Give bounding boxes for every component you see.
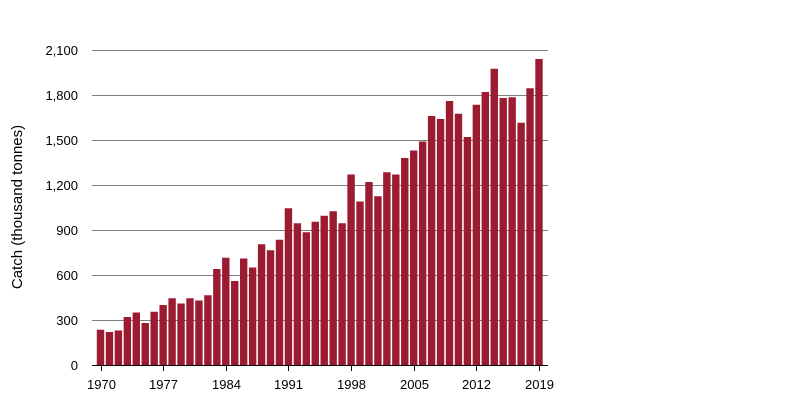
bar-1977 xyxy=(159,305,167,365)
bar-1971 xyxy=(105,332,114,365)
bar-1973 xyxy=(123,317,132,365)
bar-2015 xyxy=(499,98,507,365)
x-tick-label: 2012 xyxy=(462,377,491,392)
bar-1987 xyxy=(248,267,257,365)
y-axis-title: Catch (thousand tonnes) xyxy=(9,125,26,289)
bar-1993 xyxy=(302,232,311,365)
y-tick-label: 0 xyxy=(71,358,78,373)
x-tick-label: 1970 xyxy=(87,377,116,392)
bar-1974 xyxy=(132,312,140,365)
bar-1998 xyxy=(347,174,355,365)
bar-2016 xyxy=(508,97,516,365)
bars xyxy=(96,59,543,365)
bar-1988 xyxy=(257,244,266,365)
bar-1980 xyxy=(186,298,194,365)
y-tick-label: 1,200 xyxy=(45,178,78,193)
bar-2001 xyxy=(374,196,382,365)
bar-2000 xyxy=(365,182,373,365)
bar-1982 xyxy=(204,295,212,365)
bar-2008 xyxy=(436,119,445,365)
x-tick-label: 2019 xyxy=(525,377,554,392)
bar-1991 xyxy=(284,208,293,365)
bar-1970 xyxy=(96,329,105,365)
bar-2017 xyxy=(517,122,525,365)
y-axis: 0 300 600 900 1,200 1,500 1,800 2,100 xyxy=(45,43,78,373)
bar-2013 xyxy=(481,92,490,365)
y-tick-label: 2,100 xyxy=(45,43,78,58)
bar-2004 xyxy=(401,158,409,365)
gridlines xyxy=(92,50,548,321)
y-tick-label: 1,500 xyxy=(45,133,78,148)
x-tick-label: 1998 xyxy=(337,377,366,392)
bar-1972 xyxy=(114,330,123,365)
y-tick-label: 900 xyxy=(56,223,78,238)
bar-1989 xyxy=(266,250,275,365)
bar-1976 xyxy=(150,311,158,365)
bar-1999 xyxy=(356,201,364,365)
bar-1983 xyxy=(213,269,221,365)
x-axis: 1970 1977 1984 1991 1998 2005 2012 2019 xyxy=(87,365,554,392)
bar-1984 xyxy=(222,257,230,365)
bar-1975 xyxy=(141,323,149,365)
bar-2019 xyxy=(535,59,543,365)
bar-1979 xyxy=(177,303,185,365)
bar-2005 xyxy=(410,150,418,365)
y-tick-label: 600 xyxy=(56,268,78,283)
bar-1981 xyxy=(195,300,203,365)
bar-1992 xyxy=(293,223,302,365)
bar-1996 xyxy=(329,211,337,365)
bar-2014 xyxy=(490,68,498,365)
bar-1997 xyxy=(338,223,346,365)
bar-2010 xyxy=(454,113,463,365)
bar-1985 xyxy=(231,281,239,365)
bar-2011 xyxy=(463,137,472,365)
bar-2007 xyxy=(427,116,436,365)
x-tick-label: 1984 xyxy=(212,377,241,392)
bar-2006 xyxy=(418,141,427,365)
bar-1990 xyxy=(275,239,284,365)
bar-2002 xyxy=(383,172,391,365)
bar-2009 xyxy=(445,101,454,365)
bar-1986 xyxy=(239,258,248,365)
x-tick-label: 2005 xyxy=(400,377,429,392)
bar-1995 xyxy=(320,215,328,365)
bar-2012 xyxy=(472,104,481,365)
bar-2003 xyxy=(392,174,400,365)
bar-1994 xyxy=(311,221,319,365)
bar-1978 xyxy=(168,298,176,365)
x-tick-label: 1977 xyxy=(149,377,178,392)
bar-2018 xyxy=(526,88,534,365)
y-tick-label: 300 xyxy=(56,313,78,328)
y-tick-label: 1,800 xyxy=(45,88,78,103)
x-tick-label: 1991 xyxy=(274,377,303,392)
